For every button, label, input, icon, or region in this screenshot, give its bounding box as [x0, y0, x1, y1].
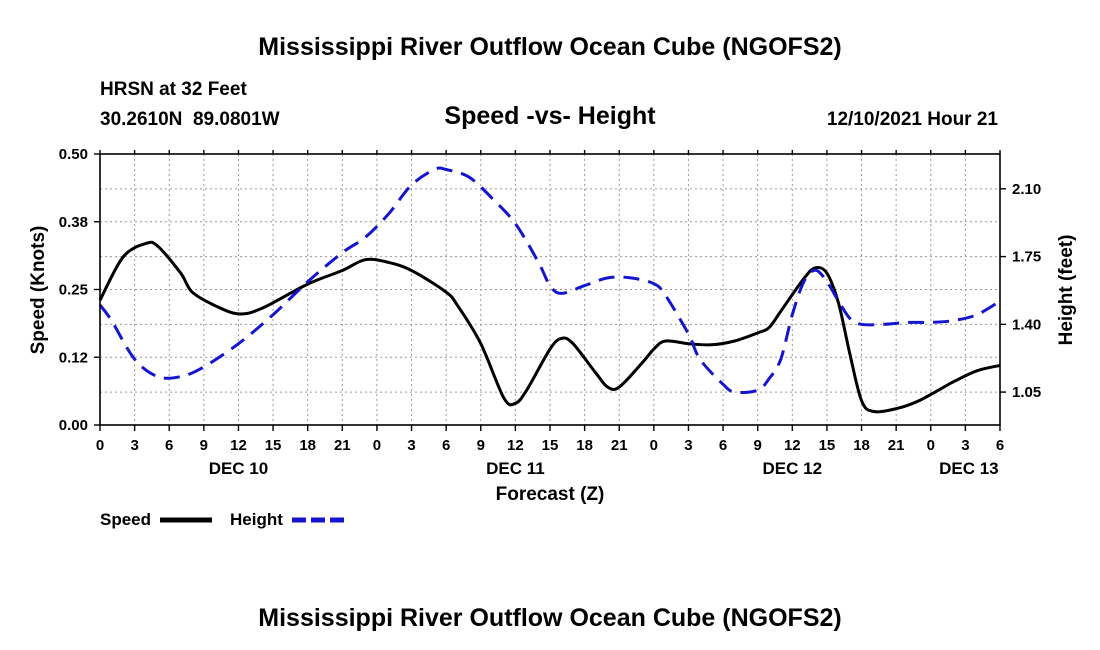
y-left-tick-label: 0.00 [59, 417, 88, 434]
series-line-speed [98, 240, 1001, 414]
axes: 0 3 6 9 12 15 18 21 0 3 6 9 12 15 18 21 0 3 6 9 12 15 18 21 0 3 6 D… [59, 146, 1041, 478]
coords-label: 30.2610N 89.0801W [100, 109, 280, 130]
x-tick-label: 15 [542, 437, 559, 454]
x-tick-label: 12 [784, 437, 801, 454]
y-left-tick-label: 0.25 [59, 282, 88, 299]
y-axis-right-title: Height (feet) [1056, 235, 1077, 346]
x-tick-label: 12 [507, 437, 524, 454]
y-right-tick-label: 1.05 [1012, 384, 1041, 401]
legend-label-speed: Speed [100, 510, 151, 529]
x-tick-label: 21 [334, 437, 351, 454]
footer-title: Mississippi River Outflow Ocean Cube (NG… [258, 604, 841, 632]
x-tick-label: 9 [200, 437, 208, 454]
x-tick-label: 3 [961, 437, 969, 454]
x-tick-label: 6 [442, 437, 450, 454]
x-tick-label: 0 [96, 437, 104, 454]
series-line-height [98, 166, 1001, 395]
x-tick-label: 21 [611, 437, 628, 454]
x-tick-label: 3 [684, 437, 692, 454]
x-tick-label: 6 [719, 437, 727, 454]
x-date-label: DEC 10 [209, 459, 269, 478]
x-tick-label: 0 [927, 437, 935, 454]
y-right-tick-label: 1.40 [1012, 316, 1041, 333]
x-tick-label: 18 [299, 437, 316, 454]
x-tick-label: 18 [576, 437, 593, 454]
grid [100, 154, 1000, 425]
y-left-tick-label: 0.38 [59, 214, 88, 231]
y-left-tick-label: 0.12 [59, 349, 88, 366]
timestamp-label: 12/10/2021 Hour 21 [827, 109, 999, 130]
station-label: HRSN at 32 Feet [100, 79, 247, 100]
legend-label-height: Height [230, 510, 283, 529]
x-tick-label: 9 [477, 437, 485, 454]
x-tick-label: 3 [130, 437, 138, 454]
x-tick-label: 21 [888, 437, 905, 454]
chart-subtitle: Speed -vs- Height [444, 102, 656, 130]
legend: Speed Height [100, 510, 344, 529]
main-title: Mississippi River Outflow Ocean Cube (NG… [258, 33, 841, 61]
x-date-label: DEC 11 [486, 459, 545, 478]
x-tick-label: 18 [853, 437, 870, 454]
x-tick-label: 3 [407, 437, 415, 454]
y-right-tick-label: 1.75 [1012, 249, 1041, 266]
series-group [98, 166, 1001, 414]
x-tick-label: 12 [230, 437, 247, 454]
x-tick-label: 0 [650, 437, 658, 454]
x-tick-label: 15 [265, 437, 282, 454]
x-tick-label: 0 [373, 437, 381, 454]
y-right-tick-label: 2.10 [1012, 181, 1041, 198]
y-axis-left-title: Speed (Knots) [28, 226, 49, 355]
x-tick-label: 9 [754, 437, 762, 454]
x-tick-label: 15 [819, 437, 836, 454]
x-date-label: DEC 12 [763, 459, 823, 478]
x-tick-label: 6 [996, 437, 1004, 454]
x-date-label: DEC 13 [939, 459, 999, 478]
y-left-tick-label: 0.50 [59, 146, 88, 163]
x-axis-title: Forecast (Z) [496, 484, 605, 505]
x-tick-label: 6 [165, 437, 173, 454]
